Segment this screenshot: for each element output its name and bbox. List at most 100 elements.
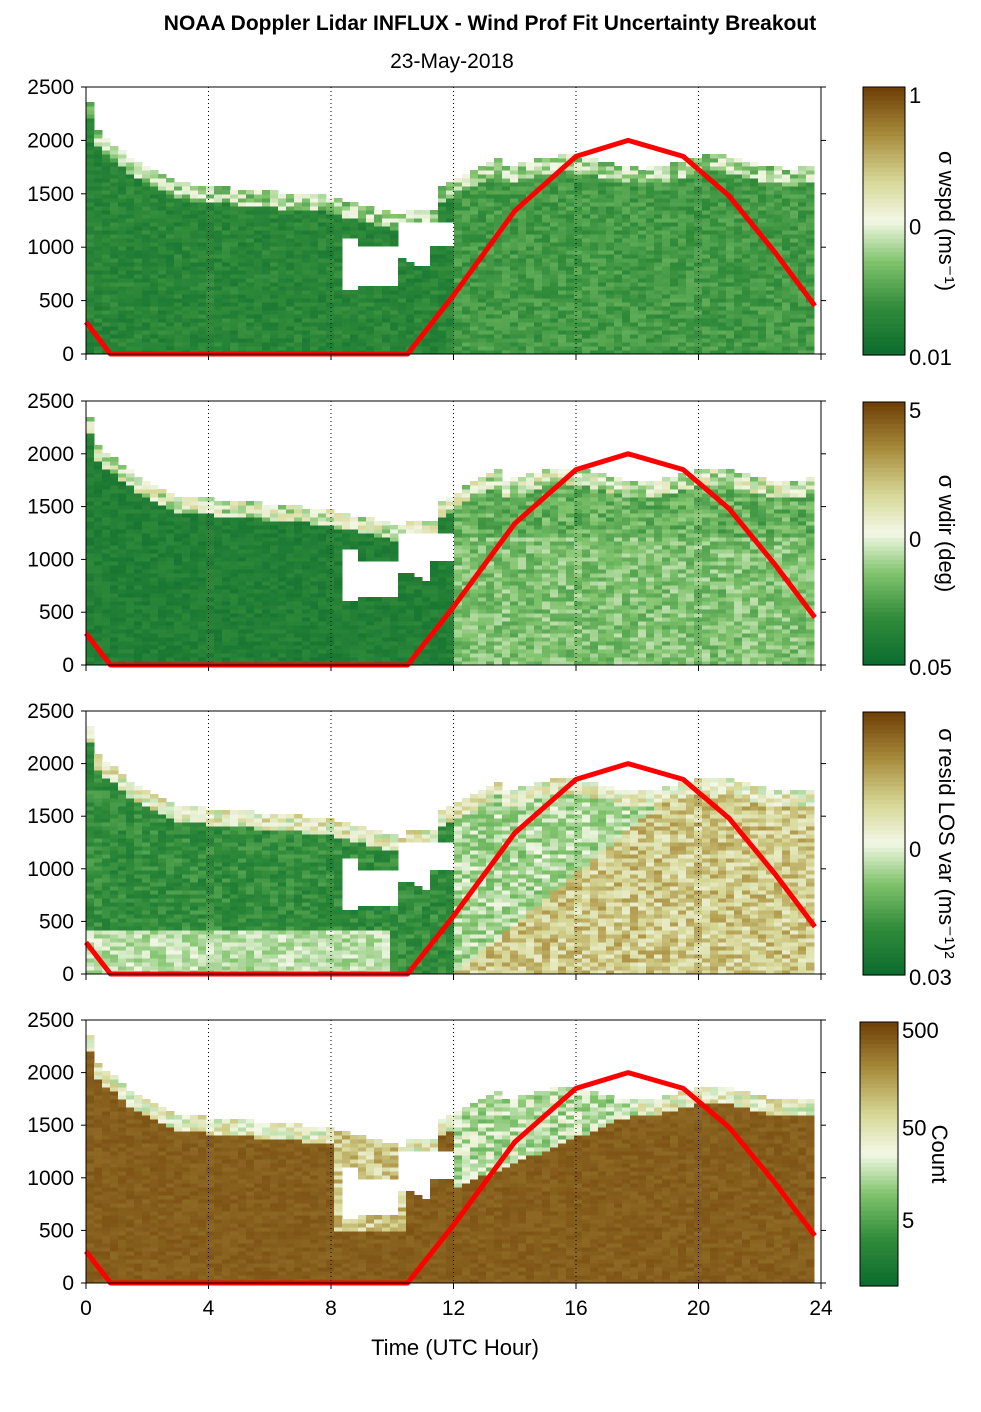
heatmap-cell (614, 222, 623, 227)
heatmap-cell (110, 218, 119, 223)
heatmap-cell (462, 258, 471, 263)
heatmap-cell (110, 322, 119, 327)
heatmap-cell (678, 246, 687, 251)
heatmap-cell (142, 298, 151, 303)
heatmap-cell (134, 629, 143, 634)
heatmap-cell (102, 326, 111, 331)
heatmap-cell (702, 254, 711, 259)
heatmap-cell (118, 593, 127, 598)
heatmap-cell (294, 346, 303, 351)
heatmap-cell (750, 302, 759, 307)
heatmap-cell (206, 306, 215, 311)
heatmap-cell (134, 561, 143, 566)
heatmap-cell (150, 242, 159, 247)
heatmap-cell (718, 310, 727, 315)
heatmap-cell (734, 302, 743, 307)
heatmap-cell (302, 342, 311, 347)
heatmap-cell (750, 326, 759, 331)
heatmap-cell (110, 501, 119, 506)
heatmap-cell (766, 238, 775, 243)
heatmap-cell (110, 246, 119, 251)
heatmap-cell (382, 286, 391, 291)
heatmap-cell (238, 226, 247, 231)
heatmap-cell (222, 585, 231, 590)
heatmap-cell (326, 338, 335, 343)
heatmap-cell (142, 653, 151, 658)
heatmap-cell (126, 493, 135, 498)
heatmap-cell (638, 178, 647, 183)
heatmap-cell (206, 537, 215, 542)
heatmap-cell (758, 338, 767, 343)
heatmap-cell (582, 226, 591, 231)
heatmap-cell (142, 206, 151, 211)
heatmap-cell (654, 174, 663, 179)
heatmap-cell (150, 637, 159, 642)
heatmap-cell (230, 342, 239, 347)
heatmap-cell (766, 270, 775, 275)
heatmap-cell (166, 242, 175, 247)
heatmap-cell (126, 214, 135, 219)
heatmap-cell (614, 350, 623, 355)
heatmap-cell (782, 254, 791, 259)
heatmap-cell (718, 210, 727, 215)
heatmap-cell (670, 214, 679, 219)
heatmap-cell (630, 206, 639, 211)
heatmap-cell (598, 186, 607, 191)
heatmap-cell (126, 589, 135, 594)
heatmap-cell (174, 501, 183, 506)
heatmap-cell (782, 198, 791, 203)
heatmap-cell (774, 294, 783, 299)
heatmap-cell (606, 318, 615, 323)
heatmap-cell (118, 186, 127, 191)
heatmap-cell (806, 202, 815, 207)
heatmap-cell (630, 262, 639, 267)
heatmap-cell (598, 242, 607, 247)
heatmap-cell (142, 230, 151, 235)
heatmap-cell (134, 541, 143, 546)
heatmap-cell (238, 318, 247, 323)
heatmap-cell (238, 501, 247, 506)
heatmap-cell (638, 210, 647, 215)
heatmap-cell (102, 613, 111, 618)
heatmap-cell (710, 346, 719, 351)
heatmap-cell (262, 218, 271, 223)
heatmap-cell (694, 174, 703, 179)
heatmap-cell (270, 226, 279, 231)
heatmap-cell (646, 310, 655, 315)
heatmap-cell (198, 545, 207, 550)
heatmap-cell (758, 270, 767, 275)
heatmap-cell (510, 334, 519, 339)
heatmap-cell (446, 210, 455, 215)
heatmap-cell (102, 457, 111, 462)
heatmap-cell (102, 649, 111, 654)
heatmap-cell (790, 314, 799, 319)
heatmap-cell (406, 342, 415, 347)
heatmap-cell (262, 338, 271, 343)
heatmap-cell (278, 322, 287, 327)
heatmap-cell (134, 613, 143, 618)
heatmap-cell (102, 489, 111, 494)
heatmap-cell (158, 274, 167, 279)
heatmap-cell (366, 314, 375, 319)
heatmap-cell (174, 326, 183, 331)
heatmap-cell (406, 326, 415, 331)
heatmap-cell (86, 461, 95, 466)
heatmap-cell (214, 585, 223, 590)
heatmap-cell (142, 521, 151, 526)
heatmap-cell (462, 178, 471, 183)
heatmap-cell (518, 194, 527, 199)
heatmap-cell (270, 198, 279, 203)
heatmap-cell (134, 641, 143, 646)
heatmap-cell (790, 234, 799, 239)
heatmap-cell (214, 565, 223, 570)
heatmap-cell (486, 214, 495, 219)
heatmap-cell (238, 202, 247, 207)
heatmap-cell (286, 326, 295, 331)
heatmap-cell (110, 342, 119, 347)
heatmap-cell (438, 246, 447, 251)
heatmap-cell (414, 274, 423, 279)
heatmap-cell (742, 242, 751, 247)
heatmap-cell (382, 230, 391, 235)
heatmap-cell (654, 190, 663, 195)
heatmap-cell (662, 198, 671, 203)
